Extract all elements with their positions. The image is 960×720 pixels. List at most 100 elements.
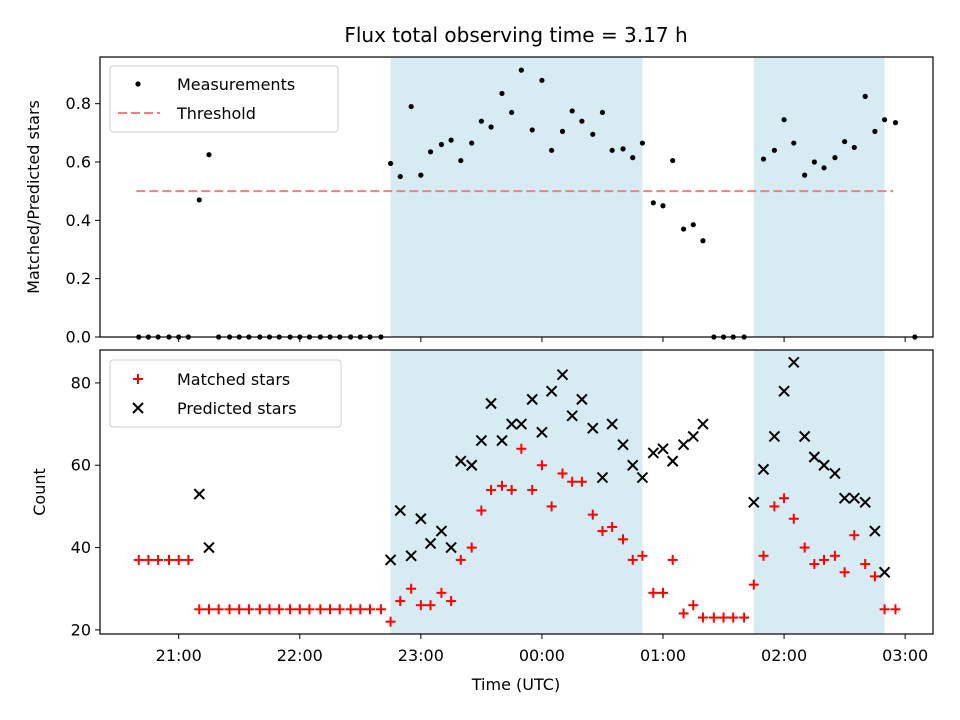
predicted-star-point (475, 434, 488, 447)
matched-star-point (304, 604, 315, 615)
observing-window (390, 350, 643, 634)
matched-star-point (294, 604, 305, 615)
observing-windows-bottom (390, 350, 885, 634)
matched-star-point (364, 604, 375, 615)
matched-star-point (587, 509, 598, 520)
predicted-star-point (384, 554, 397, 566)
bottom-legend: Matched stars Predicted stars (109, 359, 342, 428)
predicted-star-point (566, 410, 578, 422)
bottom-x-axis-ticks: 21:00 22:00 23:00 00:00 01:00 02:00 03:00 (156, 634, 928, 665)
measurement-point (418, 172, 424, 178)
predicted-star-point (757, 463, 770, 476)
measurement-point (620, 146, 626, 152)
measurement-point (469, 140, 475, 146)
predicted-star-point (505, 418, 518, 430)
matched-star-point (234, 604, 245, 615)
matched-star-point (728, 612, 739, 623)
x-tick-label: 21:00 (156, 646, 202, 665)
y-tick-label: 0.6 (66, 153, 91, 172)
predicted-star-point (859, 496, 871, 508)
measurement-point (760, 156, 767, 162)
measurement-point (630, 155, 636, 161)
observing-window (390, 57, 643, 337)
measurement-point (438, 141, 445, 148)
matched-star-point (164, 554, 175, 565)
measurement-point (518, 67, 524, 73)
top-plot-frame (99, 56, 934, 338)
measurement-point (549, 147, 555, 153)
matched-star-point (425, 600, 436, 611)
measurement-point (569, 108, 575, 114)
predicted-star-point (677, 438, 690, 451)
predicted-star-point (515, 418, 528, 430)
matched-star-point (395, 596, 406, 607)
matched-star-point (860, 559, 871, 570)
matched-star-point (133, 554, 144, 565)
measurement-point (771, 147, 777, 153)
y-tick-label: 60 (71, 456, 91, 475)
matched-star-point (748, 579, 759, 590)
measurement-point (539, 77, 545, 83)
measurement-points (136, 67, 918, 340)
matched-star-point (769, 501, 780, 512)
predicted-star-point (666, 455, 679, 467)
measurement-point (700, 238, 706, 244)
predicted-star-point (748, 496, 760, 508)
measurement-point (842, 138, 848, 145)
x-tick-label: 03:00 (882, 646, 928, 665)
matched-star-point (334, 604, 345, 615)
matched-star-point (799, 542, 810, 553)
matched-star-point (607, 521, 618, 532)
predicted-star-point (576, 393, 588, 406)
legend-matched-marker (133, 374, 143, 384)
predicted-star-point (203, 541, 215, 554)
matched-star-point (627, 554, 638, 565)
ratio-panel: 0.00.20.40.60.8 Matched/Predicted stars … (24, 56, 934, 347)
matched-star-point (869, 571, 880, 582)
matched-star-point (697, 612, 708, 623)
matched-star-point (455, 554, 466, 565)
measurement-point (579, 118, 585, 124)
predicted-star-point (596, 471, 609, 484)
matched-star-point (546, 501, 557, 512)
legend-matched-label: Matched stars (177, 370, 290, 389)
matched-star-point (243, 604, 254, 615)
predicted-star-point (617, 438, 629, 451)
measurement-point (387, 160, 394, 167)
measurement-point (427, 149, 434, 155)
x-tick-label: 23:00 (398, 646, 444, 665)
measurement-point (509, 109, 515, 116)
predicted-star-point (606, 418, 618, 430)
measurement-point (881, 117, 888, 123)
matched-star-point (516, 443, 527, 454)
matched-star-point (375, 604, 386, 615)
x-axis-label: Time (UTC) (471, 675, 560, 694)
top-legend-box (109, 65, 339, 133)
predicted-star-point (405, 550, 417, 562)
predicted-star-point (778, 385, 790, 397)
measurement-point (448, 137, 454, 143)
x-tick-label: 02:00 (761, 646, 807, 665)
predicted-star-point (768, 430, 781, 443)
predicted-star-point (193, 488, 205, 500)
matched-star-point (890, 604, 901, 615)
measurement-point (802, 172, 808, 178)
y-tick-label: 0.4 (66, 211, 91, 230)
legend-predicted-label: Predicted stars (177, 399, 297, 418)
matched-star-point (576, 476, 587, 487)
predicted-star-point (465, 459, 478, 471)
measurement-point (821, 165, 827, 171)
measurement-point (781, 117, 787, 123)
measurement-point (206, 152, 212, 158)
measurement-point (892, 120, 899, 126)
matched-star-point (325, 604, 336, 615)
predicted-star-point (878, 566, 891, 578)
top-x-axis-ticks (178, 337, 906, 342)
matched-star-point (406, 583, 417, 594)
legend-threshold-label: Threshold (176, 104, 256, 123)
measurement-point (529, 127, 535, 133)
matched-star-point (758, 550, 769, 561)
x-tick-label: 00:00 (519, 646, 565, 665)
matched-star-point (879, 604, 890, 615)
